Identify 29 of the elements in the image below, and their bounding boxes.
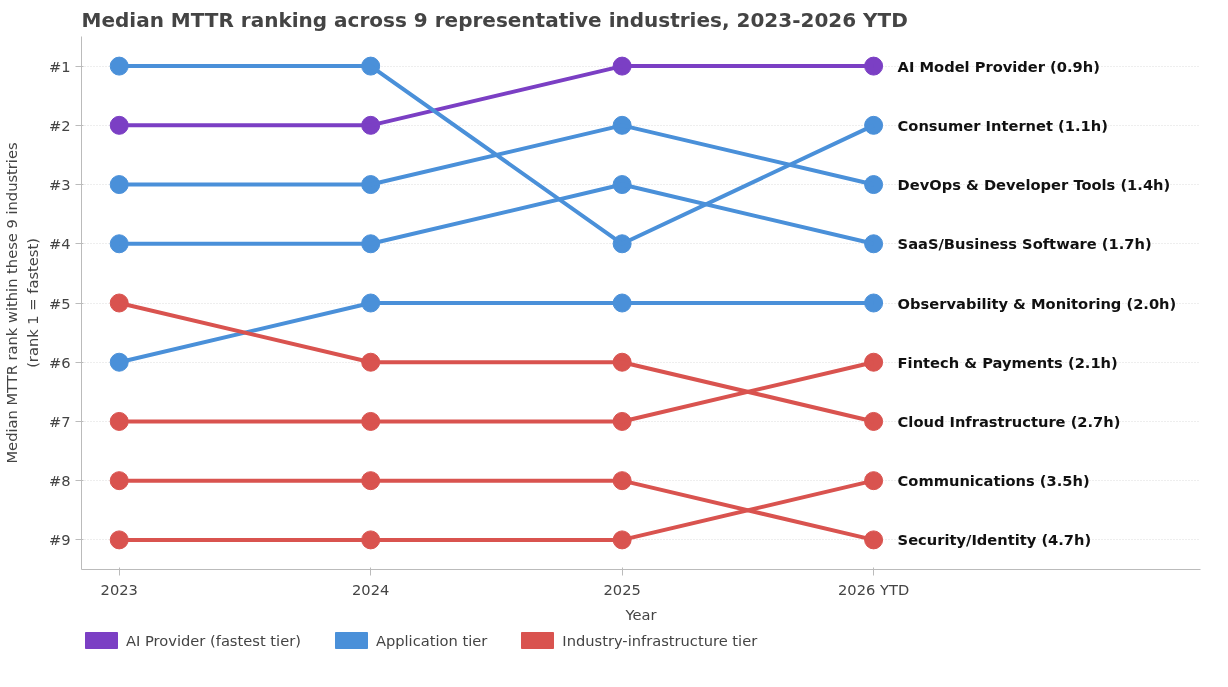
legend-label: Industry-infrastructure tier [562,631,758,649]
point [864,175,884,195]
y-tick-label: #4 [48,235,71,253]
y-tick-label: #5 [48,294,71,312]
annotation: Cloud Infrastructure (2.7h) [897,412,1121,430]
y-tick-label: #9 [48,531,71,549]
y-axis-title: Median MTTR rank within these 9 industries (rank 1 = fastest) [3,142,41,464]
annotation: SaaS/Business Software (1.7h) [897,235,1152,253]
y-tick-label: #8 [48,472,71,490]
y-tick-label: #2 [48,116,71,134]
x-axis-title: Year [624,605,658,623]
x-tick-label: 2024 [352,580,390,598]
annotation: Security/Identity (4.7h) [897,531,1092,549]
annotation: Observability & Monitoring (2.0h) [897,294,1177,312]
annotation: AI Model Provider (0.9h) [897,57,1100,75]
y-tick-label: #7 [48,412,71,430]
annotation: Communications (3.5h) [897,472,1090,490]
annotation: Fintech & Payments (2.1h) [897,353,1118,371]
legend-label: Application tier [375,631,488,649]
legend-label: AI Provider (fastest tier) [126,631,301,649]
y-tick-label: #1 [48,57,71,75]
x-tick-label: 2023 [100,580,138,598]
y-tick-label: #6 [48,353,71,371]
chart-title: Median MTTR ranking across 9 representative industries, 2023-2026 YTD [81,7,908,32]
x-tick-label: 2025 [603,580,641,598]
annotation: Consumer Internet (1.1h) [897,116,1108,134]
annotation: DevOps & Developer Tools (1.4h) [897,176,1171,194]
x-tick-label: 2026 YTD [838,580,910,598]
y-tick-label: #3 [48,176,71,194]
